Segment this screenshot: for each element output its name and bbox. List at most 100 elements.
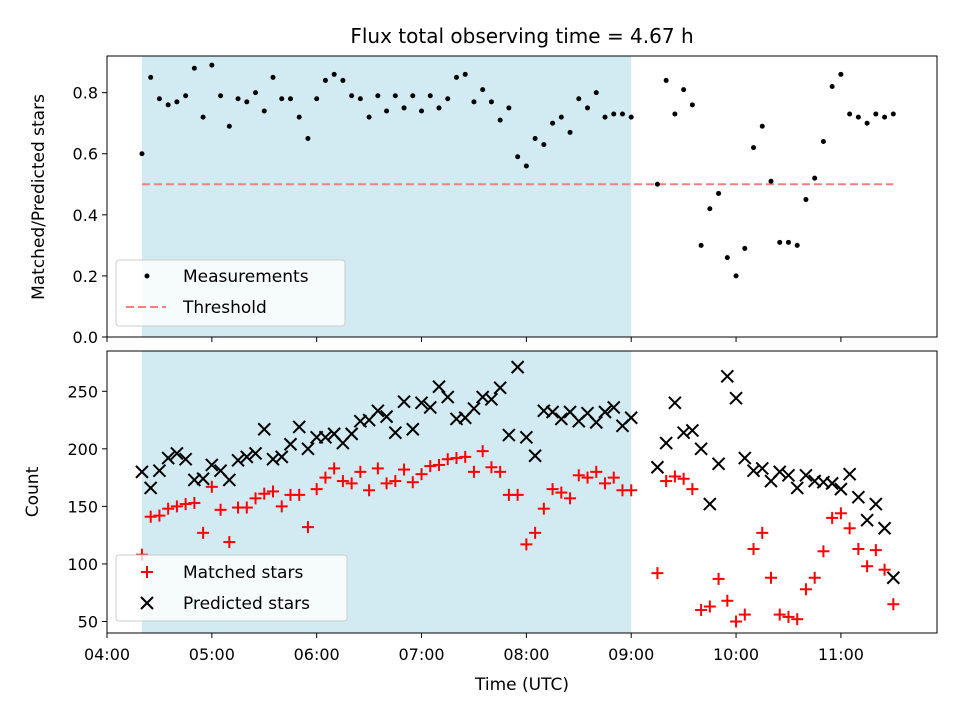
matched-star-point: [572, 469, 585, 482]
predicted-star-point: [414, 396, 429, 410]
measurement-point: [436, 105, 442, 111]
measurement-point: [820, 139, 826, 145]
predicted-star-point: [703, 497, 717, 511]
predicted-star-point: [240, 450, 254, 464]
predicted-star-point: [624, 411, 638, 425]
matched-star-point: [310, 483, 323, 496]
predicted-star-point: [755, 461, 769, 476]
matched-star-point: [861, 560, 874, 573]
matched-star-point: [467, 465, 480, 478]
y-tick-label: 150: [67, 497, 98, 516]
measurement-point: [375, 93, 381, 99]
predicted-star-point: [397, 394, 411, 409]
predicted-star-point: [406, 422, 420, 436]
matched-star-point: [703, 600, 716, 613]
matched-star-point: [695, 603, 708, 616]
measurement-point: [462, 71, 468, 77]
bottom-plot-panel: 50 100 150 200 250 04:00 05:00 06:00 07:00 08:00…: [23, 350, 938, 695]
y-tick-label: 200: [67, 440, 98, 459]
top-y-axis-label: Matched/Predicted stars: [29, 94, 49, 300]
measurement-point: [838, 71, 844, 77]
legend-measurements-label: Measurements: [183, 267, 309, 287]
predicted-star-point: [257, 422, 271, 436]
bottom-y-axis-label: Count: [23, 466, 43, 517]
matched-star-point: [887, 598, 900, 611]
predicted-star-point: [598, 405, 612, 419]
matched-star-point: [336, 475, 349, 488]
predicted-star-point: [379, 409, 394, 424]
matched-star-point: [398, 463, 411, 476]
predicted-star-point: [475, 390, 490, 404]
predicted-star-point: [301, 442, 315, 456]
measurement-point: [191, 65, 197, 71]
predicted-star-point: [170, 446, 184, 461]
predicted-star-point: [178, 452, 193, 466]
matched-star-point: [765, 571, 777, 584]
measurement-point: [864, 120, 870, 126]
predicted-star-point: [554, 412, 569, 426]
measurement-points: [139, 62, 896, 279]
measurement-point: [777, 239, 783, 245]
matched-star-point: [817, 545, 830, 558]
x-tick-label: 11:00: [818, 645, 864, 664]
predicted-star-point: [589, 415, 603, 430]
legend-matched-label: Matched stars: [183, 563, 303, 583]
matched-star-point: [380, 477, 393, 490]
predicted-star-point: [502, 428, 516, 442]
measurement-point: [148, 74, 154, 80]
predicted-star-point: [851, 490, 866, 504]
predicted-star-point: [467, 401, 481, 416]
matched-star-point: [249, 492, 262, 505]
matched-stars-points: [135, 445, 900, 628]
predicted-star-point: [711, 457, 726, 471]
predicted-star-point: [860, 513, 874, 527]
measurement-point: [829, 84, 835, 90]
predicted-star-point: [143, 481, 158, 495]
measurement-point: [445, 96, 451, 102]
legend-matched-marker: [141, 566, 153, 578]
matched-star-point: [808, 571, 821, 584]
matched-star-point: [188, 496, 201, 509]
predicted-star-point: [205, 458, 219, 472]
measurement-point: [628, 114, 634, 120]
predicted-star-point: [668, 396, 682, 410]
measurement-point: [619, 111, 625, 117]
matched-star-point: [607, 471, 620, 484]
measurement-point: [209, 62, 215, 68]
measurement-point: [235, 96, 241, 102]
predicted-star-point: [607, 400, 621, 415]
matched-star-point: [363, 484, 376, 497]
matched-star-point: [878, 563, 891, 576]
y-tick-label: 0.2: [73, 267, 98, 286]
measurement-point: [873, 111, 879, 117]
top-legend: Measurements Threshold: [115, 259, 346, 327]
matched-star-point: [345, 477, 358, 490]
x-tick-label: 07:00: [398, 645, 444, 664]
matched-star-point: [869, 544, 882, 557]
measurement-point: [724, 255, 730, 261]
matched-star-point: [773, 608, 786, 621]
measurement-point: [567, 129, 573, 135]
predicted-star-point: [484, 392, 499, 407]
matched-star-point: [730, 615, 743, 628]
matched-star-point: [433, 458, 445, 471]
measurement-point: [331, 71, 337, 77]
measurement-point: [270, 74, 276, 80]
measurement-point: [471, 99, 477, 105]
predicted-star-point: [275, 450, 289, 464]
x-tick-label: 10:00: [713, 645, 759, 664]
matched-star-point: [144, 510, 157, 523]
measurement-point: [593, 90, 599, 96]
predicted-star-point: [790, 481, 804, 495]
predicted-star-point: [528, 449, 542, 463]
x-tick-label: 08:00: [503, 645, 549, 664]
matched-star-point: [651, 567, 664, 580]
predicted-star-point: [877, 521, 892, 535]
measurement-point: [585, 105, 591, 111]
matched-star-point: [406, 476, 419, 489]
measurement-point: [366, 114, 372, 120]
measurement-point: [226, 123, 232, 129]
measurement-point: [847, 111, 853, 117]
top-y-ticks: 0.0 0.2 0.4 0.6 0.8: [73, 84, 107, 347]
matched-star-point: [197, 526, 210, 539]
